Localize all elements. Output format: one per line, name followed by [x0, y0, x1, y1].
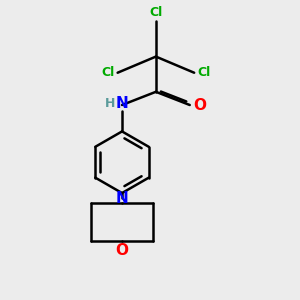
Text: N: N: [116, 190, 128, 206]
Text: O: O: [116, 243, 128, 258]
Text: H: H: [105, 97, 116, 110]
Text: Cl: Cl: [149, 6, 163, 19]
Text: N: N: [116, 96, 128, 111]
Text: O: O: [193, 98, 206, 112]
Text: Cl: Cl: [197, 66, 210, 79]
Text: Cl: Cl: [101, 66, 115, 79]
